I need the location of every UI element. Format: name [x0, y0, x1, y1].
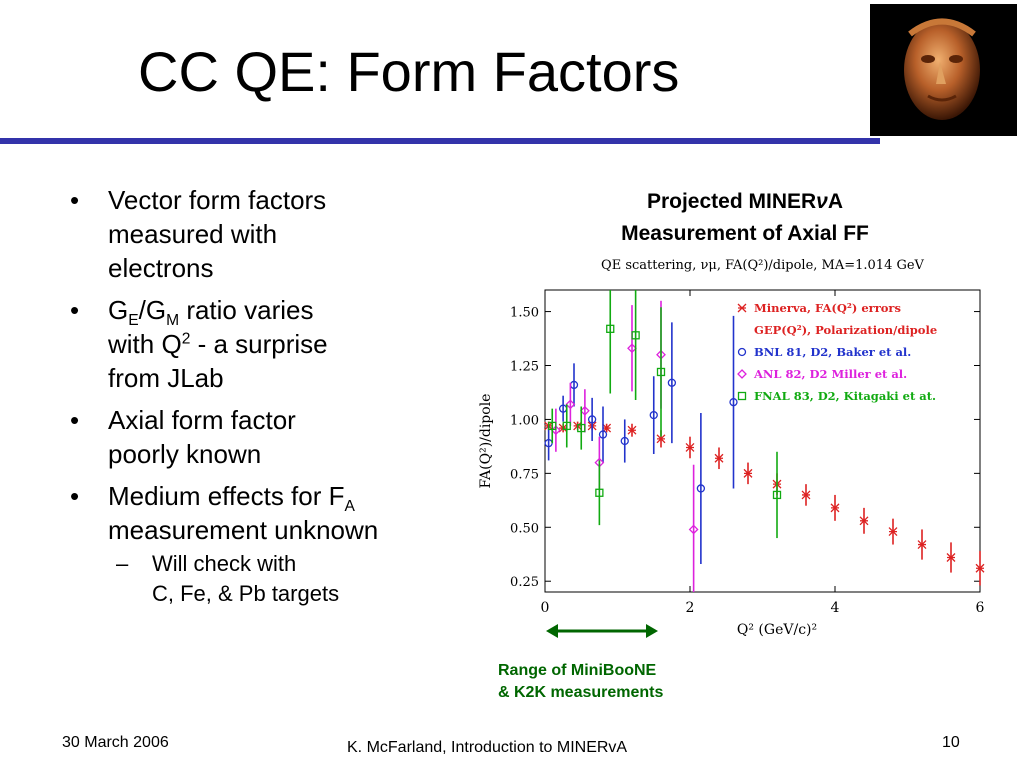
data-point: [595, 488, 604, 497]
data-point: [577, 423, 586, 433]
data-point: [606, 324, 615, 333]
data-point: [772, 490, 782, 500]
data-point: [579, 405, 590, 416]
bullet-text: GE/GM ratio varies: [108, 295, 314, 330]
data-point: [830, 503, 840, 513]
footer-date: 30 March 2006: [62, 734, 169, 751]
bullet-dot-icon: •: [70, 295, 80, 325]
data-point: [946, 553, 956, 562]
bullet-list: • Vector form factors measured with elec…: [70, 183, 480, 617]
x-tick-label: 0: [541, 600, 550, 616]
bullet-text: poorly known: [108, 439, 262, 469]
y-tick-label: 1.25: [510, 360, 539, 375]
bullet-text: measured with: [108, 219, 278, 249]
legend-entry: FNAL 83, D2, Kitagaki et at.: [754, 389, 936, 403]
sub-bullet-item: – Will check with C, Fe, & Pb targets: [70, 549, 480, 609]
data-point: [975, 563, 985, 573]
footer-page-number: 10: [942, 734, 960, 751]
data-point: [544, 439, 553, 448]
data-point: [562, 421, 571, 431]
title-divider: [0, 138, 880, 144]
dash-icon: –: [116, 551, 129, 576]
data-point: [649, 410, 658, 420]
bullet-text: Medium effects for FA: [108, 481, 355, 516]
bullet-item: • Axial form factor poorly known: [70, 403, 480, 471]
data-point: [737, 369, 747, 379]
data-point: [667, 378, 677, 387]
bullet-text: Vector form factors: [108, 185, 327, 215]
plot-frame: [544, 289, 981, 593]
legend-entry: Minerva, FA(Q²) errors: [754, 301, 901, 315]
data-point: [917, 540, 927, 550]
data-point: [631, 331, 640, 340]
legend-entry: GEP(Q²), Polarization/dipole: [754, 323, 937, 337]
x-axis-label: Q² (GeV/c)²: [737, 622, 817, 638]
y-axis-label: FA(Q²)/dipole: [478, 394, 494, 489]
range-arrow-icon: [546, 624, 658, 638]
data-point: [656, 434, 666, 444]
chart-title: QE scattering, νμ, FA(Q²)/dipole, MA=1.0…: [601, 258, 925, 273]
plot-heading-text: A: [827, 190, 844, 213]
bullet-item: • GE/GM ratio varies with Q2 - a surpris…: [70, 293, 480, 395]
bullet-text: Axial form factor: [108, 405, 296, 435]
data-point: [737, 303, 747, 313]
data-point: [587, 415, 597, 424]
y-tick-label: 0.25: [510, 575, 539, 590]
data-point: [737, 347, 747, 357]
sub-bullet-text: C, Fe, & Pb targets: [152, 581, 340, 606]
legend-entry: BNL 81, D2, Baker et al.: [754, 345, 911, 359]
footer-author: K. McFarland, Introduction to MINERvA: [347, 739, 628, 756]
bullet-dot-icon: •: [70, 185, 80, 215]
legend-entry: ANL 82, D2 Miller et al.: [753, 367, 907, 381]
x-tick-label: 4: [831, 600, 840, 616]
data-point: [656, 367, 666, 377]
y-tick-label: 1.50: [510, 306, 539, 321]
plot-heading-text: Measurement of Axial FF: [621, 222, 869, 245]
data-point: [565, 399, 576, 410]
bullet-item: • Vector form factors measured with elec…: [70, 183, 480, 285]
bullet-text: electrons: [108, 253, 214, 283]
sub-bullet-text: Will check with: [152, 551, 297, 576]
data-point: [743, 468, 753, 478]
range-note-text: Range of MiniBooNE: [498, 662, 657, 679]
data-point: [801, 490, 811, 500]
bullet-text: measurement unknown: [108, 515, 379, 545]
data-point: [627, 425, 637, 435]
y-tick-label: 1.00: [510, 413, 539, 428]
data-point: [888, 527, 898, 537]
data-point: [620, 436, 629, 446]
plot-heading-text: Projected MINER: [646, 190, 817, 213]
x-tick-label: 6: [976, 600, 985, 616]
data-point: [685, 443, 695, 452]
data-point: [627, 343, 637, 354]
range-note-text: & K2K measurements: [498, 684, 664, 701]
range-note: Range of MiniBooNE & K2K measurements: [498, 660, 663, 704]
data-point: [696, 484, 706, 493]
y-tick-label: 0.75: [510, 467, 539, 482]
bullet-text: with Q2 - a surprise: [108, 329, 328, 359]
bullet-item: • Medium effects for FA measurement unkn…: [70, 479, 480, 547]
data-point: [737, 391, 747, 401]
data-point: [688, 524, 699, 535]
data-point: [714, 453, 724, 463]
data-point: [598, 430, 608, 439]
y-tick-label: 0.50: [510, 521, 539, 536]
plot-heading: Projected MINERνA Measurement of Axial F…: [560, 186, 930, 250]
data-point: [548, 421, 557, 431]
bullet-dot-icon: •: [70, 481, 80, 511]
slide-title: CC QE: Form Factors: [138, 40, 680, 103]
x-tick-label: 2: [686, 600, 695, 616]
data-point: [729, 398, 738, 407]
bullet-dot-icon: •: [70, 405, 80, 435]
portrait-image: [870, 4, 1017, 136]
form-factor-chart: QE scattering, νμ, FA(Q²)/dipole, MA=1.0…: [478, 258, 985, 638]
nu-symbol: ν: [816, 190, 828, 213]
data-point: [859, 516, 869, 526]
bullet-text: from JLab: [108, 363, 224, 393]
